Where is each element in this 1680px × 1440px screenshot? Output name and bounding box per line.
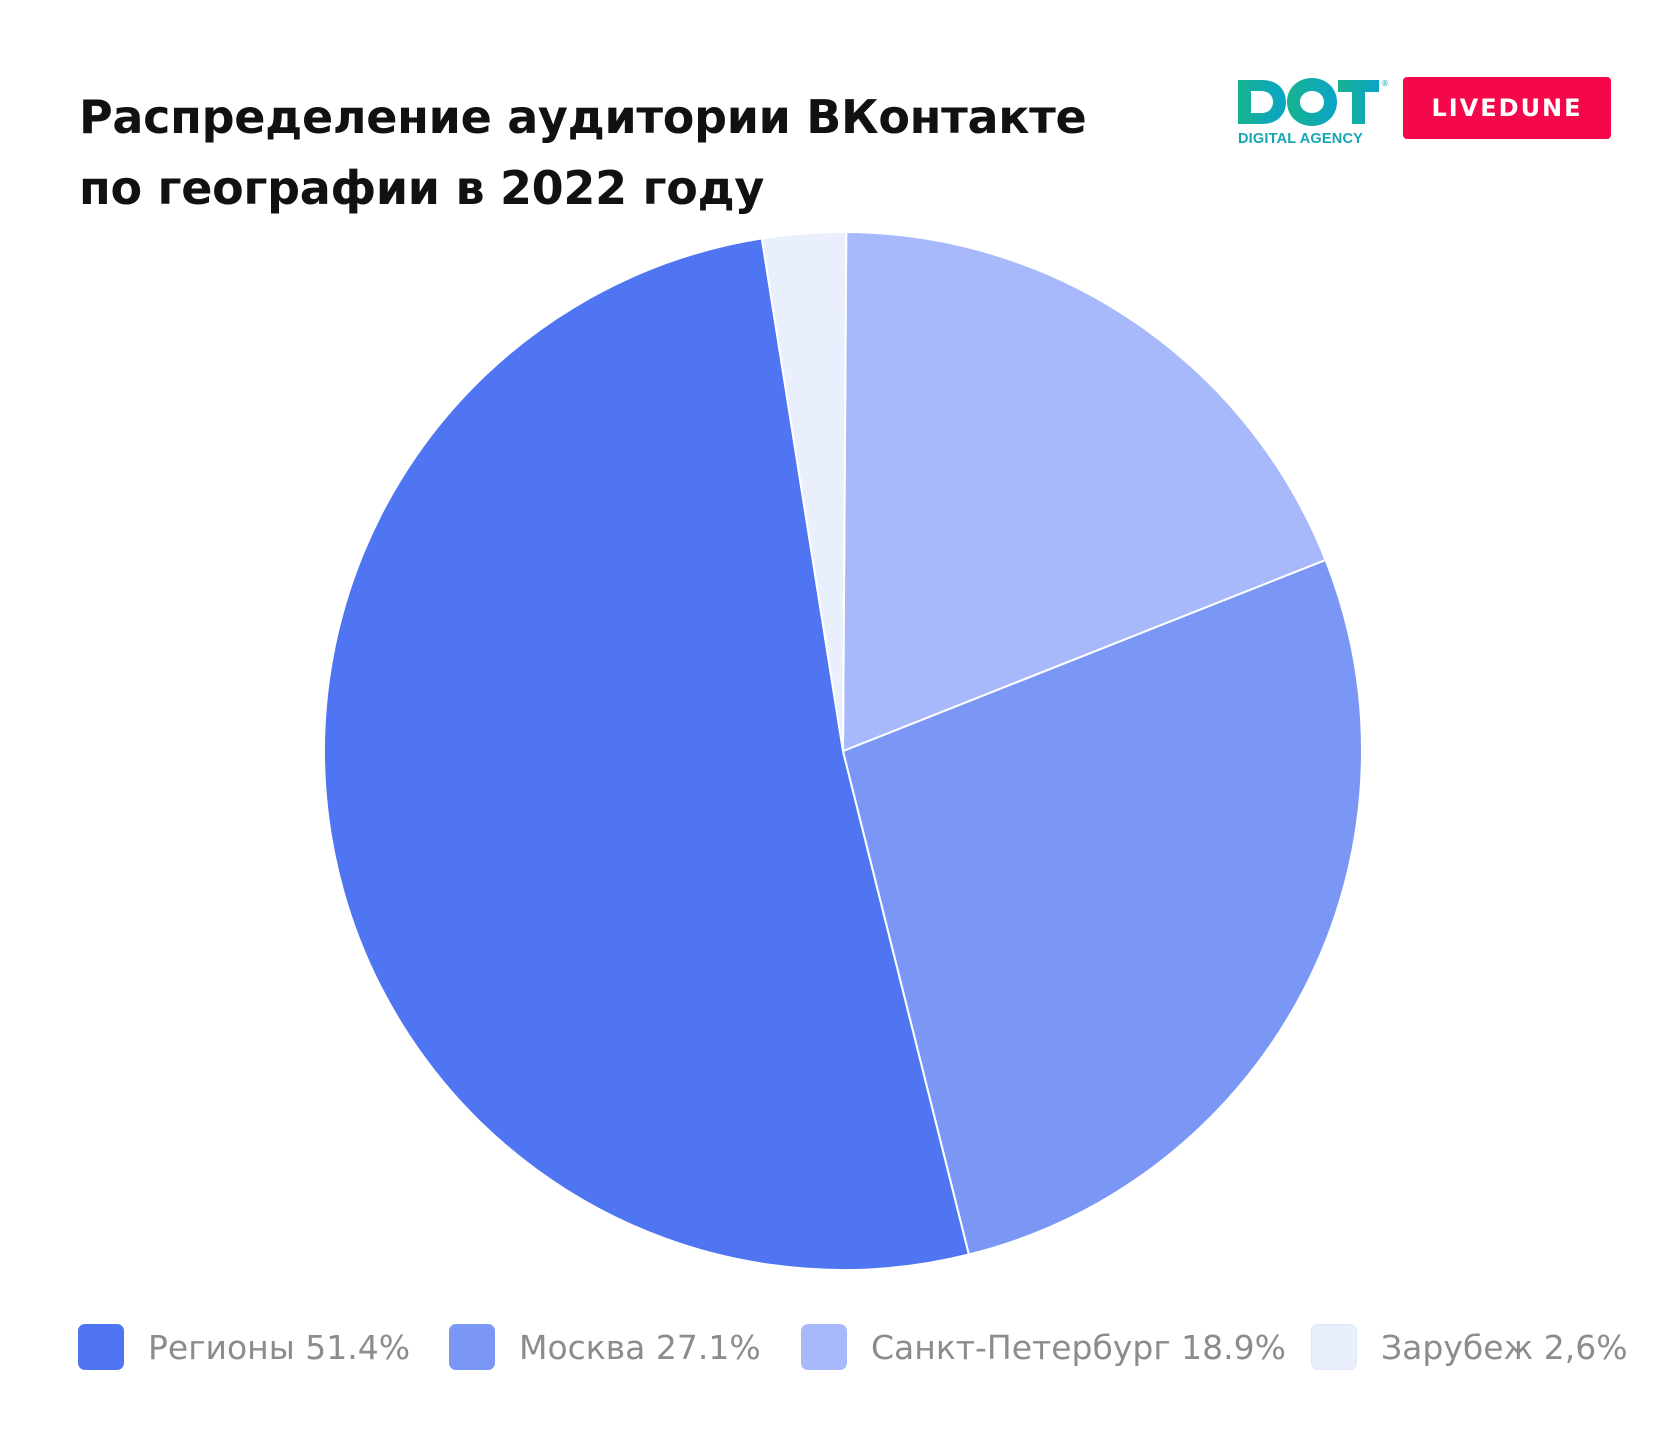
legend-swatch-saint-petersburg — [801, 1324, 847, 1370]
dot-logo-mark-icon: ® — [1238, 78, 1388, 126]
dot-logo: ® DIGITAL AGENCY — [1238, 76, 1388, 148]
pie-slice-moscow — [842, 558, 1363, 1256]
dot-registered-mark: ® — [1381, 79, 1388, 88]
pie-slice-regions — [323, 237, 970, 1271]
legend-item-regions: Регионы 51.4% — [78, 1322, 410, 1372]
legend-swatch-moscow — [449, 1324, 495, 1370]
chart-title-line-2: по географии в 2022 году — [79, 161, 765, 215]
livedune-logo: LIVEDUNE — [1403, 77, 1611, 139]
chart-title-line-1: Распределение аудитории ВКонтакте — [79, 90, 1087, 144]
chart-title: Распределение аудитории ВКонтакте по гео… — [79, 82, 1179, 224]
legend-label-saint-petersburg: Санкт-Петербург 18.9% — [871, 1327, 1286, 1367]
legend-item-saint-petersburg: Санкт-Петербург 18.9% — [801, 1322, 1286, 1372]
pie-slice-abroad — [760, 231, 848, 752]
legend-swatch-abroad — [1311, 1324, 1357, 1370]
legend-label-regions: Регионы 51.4% — [148, 1327, 411, 1367]
legend-label-abroad: Зарубеж 2,6% — [1381, 1327, 1628, 1367]
chart-legend: Регионы 51.4% Москва 27.1% Санкт-Петербу… — [78, 1322, 1628, 1372]
pie-slice-saint-petersburg — [842, 231, 1327, 752]
livedune-logo-text: LIVEDUNE — [1431, 94, 1583, 122]
legend-item-moscow: Москва 27.1% — [449, 1322, 761, 1372]
legend-label-moscow: Москва 27.1% — [519, 1327, 761, 1367]
legend-item-abroad: Зарубеж 2,6% — [1311, 1322, 1628, 1372]
dot-logo-subtitle: DIGITAL AGENCY — [1238, 131, 1363, 147]
legend-swatch-regions — [78, 1324, 124, 1370]
